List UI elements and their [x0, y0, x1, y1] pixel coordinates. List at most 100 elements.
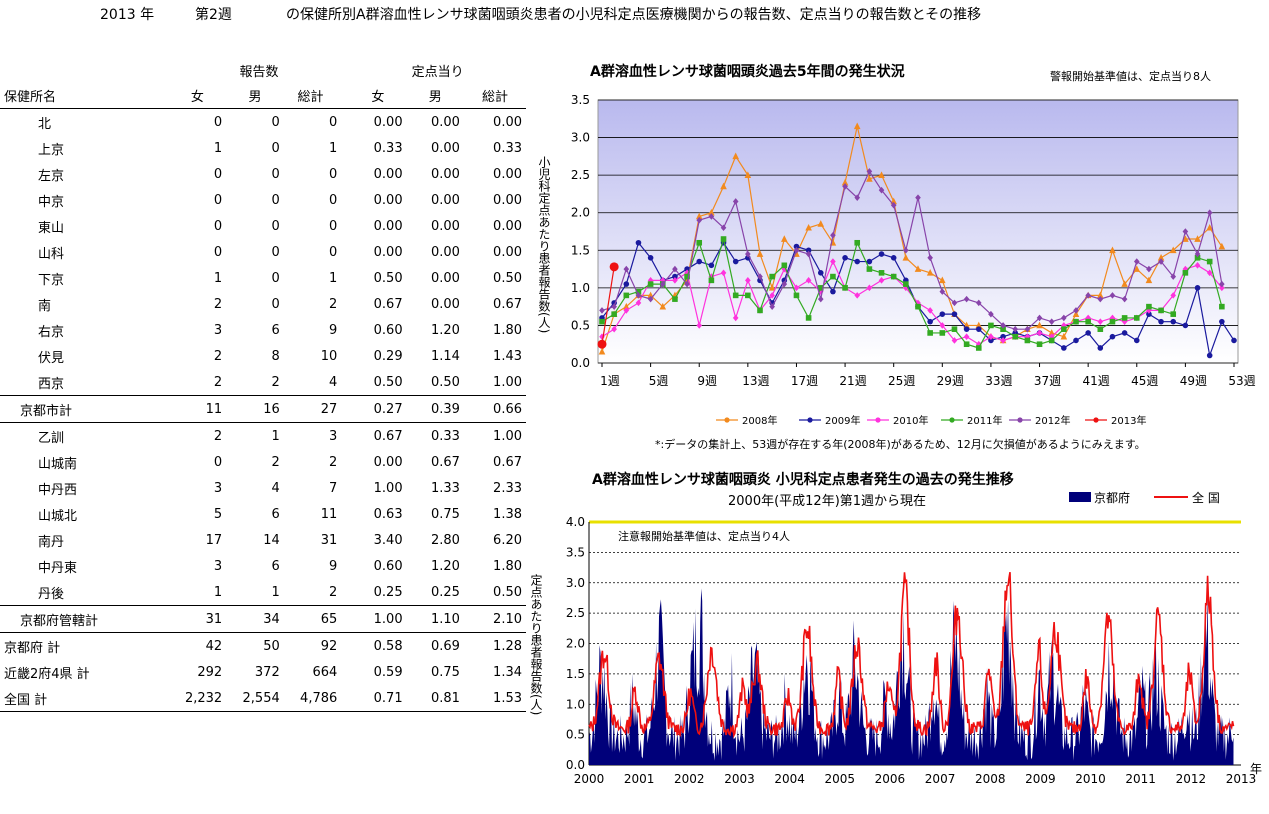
- table-row: 中丹東 3 6 9 0.60 1.20 1.80: [0, 553, 526, 579]
- data-point: [988, 322, 994, 329]
- row-value: 3: [213, 322, 223, 338]
- row-value: 0.00: [430, 114, 460, 130]
- row-value: 0: [328, 114, 338, 130]
- row-value: 0: [271, 140, 280, 156]
- row-value: 1.28: [463, 632, 526, 659]
- data-point: [611, 311, 617, 317]
- ytick-label: 3.0: [566, 576, 585, 590]
- data-point: [866, 266, 873, 272]
- xtick-label: 2004: [774, 772, 805, 786]
- data-point: [854, 194, 861, 201]
- ytick-label: 4.0: [566, 515, 585, 529]
- data-point: [805, 247, 812, 254]
- data-point: [1097, 345, 1104, 351]
- legend-label: 2009年: [825, 414, 860, 427]
- row-value: 7: [328, 480, 338, 496]
- data-point: [878, 277, 885, 284]
- row-value: 2: [213, 296, 223, 312]
- data-point: [841, 178, 849, 186]
- chart1-title: A群溶血性レンサ球菌咽頭炎過去5年間の発生状況: [590, 63, 905, 80]
- row-value: 0: [271, 244, 280, 260]
- ytick-label: 1.5: [566, 667, 585, 681]
- row-value: 0.50: [493, 584, 522, 600]
- row-value: 1.00: [349, 605, 407, 633]
- data-point: [1133, 265, 1141, 272]
- table-row: 山城北 5 6 11 0.63 0.75 1.38: [0, 501, 526, 527]
- data-point: [732, 314, 739, 322]
- data-point: [1219, 303, 1225, 310]
- row-value: 0: [213, 454, 223, 470]
- data-point: [768, 284, 776, 291]
- data-point: [951, 337, 958, 344]
- ytick-label: 3.5: [566, 545, 585, 559]
- row-value: 1.00: [463, 422, 526, 449]
- data-point: [1097, 295, 1104, 303]
- row-value: 2,554: [226, 685, 284, 712]
- data-point: [951, 299, 958, 307]
- row-value: 2: [328, 584, 338, 600]
- row-value: 92: [283, 632, 350, 659]
- row-value: 5: [213, 506, 223, 522]
- data-point: [1073, 337, 1079, 344]
- row-value: 0.50: [493, 270, 522, 286]
- row-value: 0.00: [373, 166, 403, 182]
- data-point: [1219, 284, 1225, 292]
- data-point: [1146, 311, 1152, 317]
- row-value: 1.43: [493, 348, 522, 364]
- table-row: 中京 0 0 0 0.00 0.00 0.00: [0, 187, 526, 213]
- row-name: 乙訓: [0, 422, 169, 449]
- data-point: [793, 284, 800, 292]
- row-value: 0.63: [373, 506, 403, 522]
- data-point: [1000, 326, 1006, 332]
- row-value: 0.67: [493, 454, 522, 470]
- row-value: 0.00: [373, 454, 403, 470]
- row-name: 京都府管轄計: [0, 605, 169, 633]
- ytick-label: 0.5: [566, 728, 585, 742]
- data-point: [939, 311, 946, 317]
- row-value: 1.34: [493, 664, 522, 680]
- data-point: [672, 273, 678, 280]
- row-value: 0.33: [493, 140, 522, 156]
- xtick-label: 2002: [674, 772, 705, 786]
- data-point: [1061, 314, 1067, 322]
- data-point: [720, 182, 727, 190]
- table-row: 上京 1 0 1 0.33 0.00 0.33: [0, 135, 526, 161]
- row-value: 1: [213, 584, 223, 600]
- data-point: [903, 246, 909, 254]
- data-point: [1036, 321, 1043, 329]
- xtick-label: 41週: [1083, 374, 1110, 388]
- row-value: 0: [271, 218, 280, 234]
- row-value: 0.81: [406, 685, 464, 712]
- row-value: 0.75: [430, 506, 460, 522]
- col-pt: 総計: [463, 82, 526, 109]
- data-point: [963, 341, 970, 348]
- data-point: [635, 288, 642, 295]
- ytick-label: 2.0: [571, 206, 590, 220]
- row-name: 山城北: [38, 508, 78, 524]
- data-point: [793, 246, 800, 254]
- data-point: [842, 285, 848, 291]
- row-value: 1: [226, 422, 284, 449]
- data-point: [1012, 333, 1019, 340]
- data-point: [708, 213, 715, 220]
- data-point: [939, 276, 946, 284]
- data-point: [854, 258, 861, 265]
- data-point: [1170, 311, 1177, 317]
- xtick-label: 45週: [1131, 374, 1158, 388]
- series-line: [601, 126, 1223, 352]
- xtick-label: 2013: [1226, 772, 1257, 786]
- data-point: [756, 250, 764, 257]
- data-point: [1109, 246, 1116, 254]
- ytick-label: 2.5: [571, 168, 590, 182]
- series-line: [601, 266, 615, 345]
- row-value: 0.00: [493, 192, 522, 208]
- legend-marker: [807, 417, 813, 423]
- xtick-label: 2011: [1125, 772, 1156, 786]
- row-name: 山城南: [38, 456, 78, 472]
- row-value: 0.67: [373, 296, 403, 312]
- table-row: 南 2 0 2 0.67 0.00 0.67: [0, 291, 526, 317]
- data-point: [842, 183, 848, 190]
- table-row: 南丹 17 14 31 3.40 2.80 6.20: [0, 527, 526, 553]
- row-value: 0: [328, 192, 338, 208]
- row-value: 3: [283, 422, 350, 449]
